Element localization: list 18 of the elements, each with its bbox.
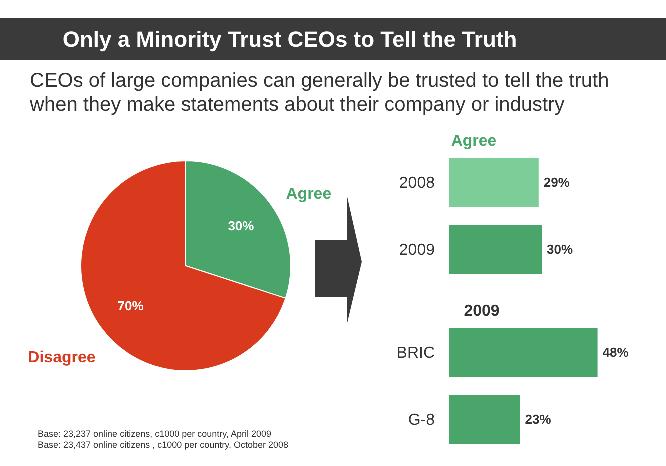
data-label: 23% <box>525 412 552 428</box>
slice-label: Disagree <box>28 349 96 366</box>
data-label: 30% <box>228 218 255 234</box>
chart-title: Agree <box>451 133 497 150</box>
slice-label: Agree <box>286 186 332 203</box>
data-label: 30% <box>547 242 574 258</box>
data-label: 48% <box>602 345 630 360</box>
data-label: 29% <box>544 175 570 190</box>
chart-title: 2009 <box>464 303 500 320</box>
y-tick-label: G-8 <box>408 412 436 430</box>
y-tick-label: 2009 <box>399 242 436 260</box>
y-tick-label: BRIC <box>396 345 435 362</box>
text: Base: 23,437 online citizens , c1000 per country, October 2008 <box>38 440 288 450</box>
y-tick-label: 2008 <box>399 175 436 192</box>
chart-title: Only a Minority Trust CEOs to Tell the Truth <box>62 27 518 52</box>
data-label: 70% <box>118 298 144 314</box>
text: Base: 23,237 online citizens, c1000 per country, April 2009 <box>38 429 272 439</box>
chart-subtitle: CEOs of large companies can generally be trusted to tell the truth when they make statements about their company or industry <box>29 70 610 116</box>
